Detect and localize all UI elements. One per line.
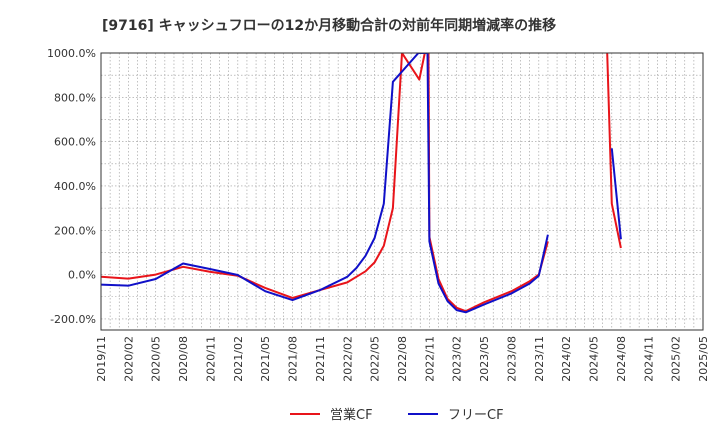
x-tick-label: 2022/11 <box>423 336 436 382</box>
x-tick-label: 2023/08 <box>505 336 518 382</box>
x-tick-label: 2025/02 <box>670 336 683 382</box>
x-tick-label: 2023/11 <box>533 336 546 382</box>
y-tick-label: 600.0% <box>54 136 96 149</box>
y-axis: -200.0% 0.0% 200.0% 400.0% 600.0% 800.0% 1000.… <box>47 47 96 326</box>
x-tick-label: 2020/02 <box>122 336 135 382</box>
x-tick-label: 2020/08 <box>177 336 190 382</box>
y-tick-label: 200.0% <box>54 224 96 237</box>
x-axis: 2019/11 2020/02 2020/05 2020/08 2020/11 2021/… <box>95 336 710 382</box>
series-line-free-cf <box>610 148 622 240</box>
x-tick-label: 2022/05 <box>369 336 382 382</box>
legend: 営業CF フリーCF <box>290 407 504 423</box>
y-tick-label: 0.0% <box>68 269 96 282</box>
x-tick-label: 2020/11 <box>204 336 217 382</box>
x-tick-label: 2021/11 <box>314 336 327 382</box>
x-tick-label: 2024/02 <box>560 336 573 382</box>
legend-label: 営業CF <box>330 407 373 423</box>
grid <box>101 53 703 330</box>
x-tick-label: 2023/05 <box>478 336 491 382</box>
x-tick-label: 2022/02 <box>341 336 354 382</box>
x-tick-label: 2019/11 <box>95 336 108 382</box>
x-tick-label: 2022/08 <box>396 336 409 382</box>
y-tick-label: 400.0% <box>54 180 96 193</box>
x-tick-label: 2021/02 <box>232 336 245 382</box>
plot-frame <box>100 52 704 331</box>
x-tick-label: 2024/08 <box>615 336 628 382</box>
x-tick-label: 2025/05 <box>697 336 710 382</box>
series-line-operating-cf <box>101 53 549 313</box>
y-tick-label: 1000.0% <box>47 47 96 60</box>
x-tick-label: 2021/05 <box>259 336 272 382</box>
series-line-free-cf <box>101 53 549 314</box>
x-tick-label: 2024/11 <box>642 336 655 382</box>
x-tick-label: 2023/02 <box>451 336 464 382</box>
chart-title: [9716] キャッシュフローの12か月移動合計の対前年同期増減率の推移 <box>102 17 556 34</box>
legend-label: フリーCF <box>448 408 504 423</box>
series-line-operating-cf <box>606 53 622 249</box>
y-tick-label: 800.0% <box>54 91 96 104</box>
x-tick-label: 2020/05 <box>150 336 163 382</box>
x-tick-label: 2024/05 <box>588 336 601 382</box>
x-tick-label: 2021/08 <box>287 336 300 382</box>
series-group <box>101 53 622 314</box>
y-tick-label: -200.0% <box>50 313 96 326</box>
